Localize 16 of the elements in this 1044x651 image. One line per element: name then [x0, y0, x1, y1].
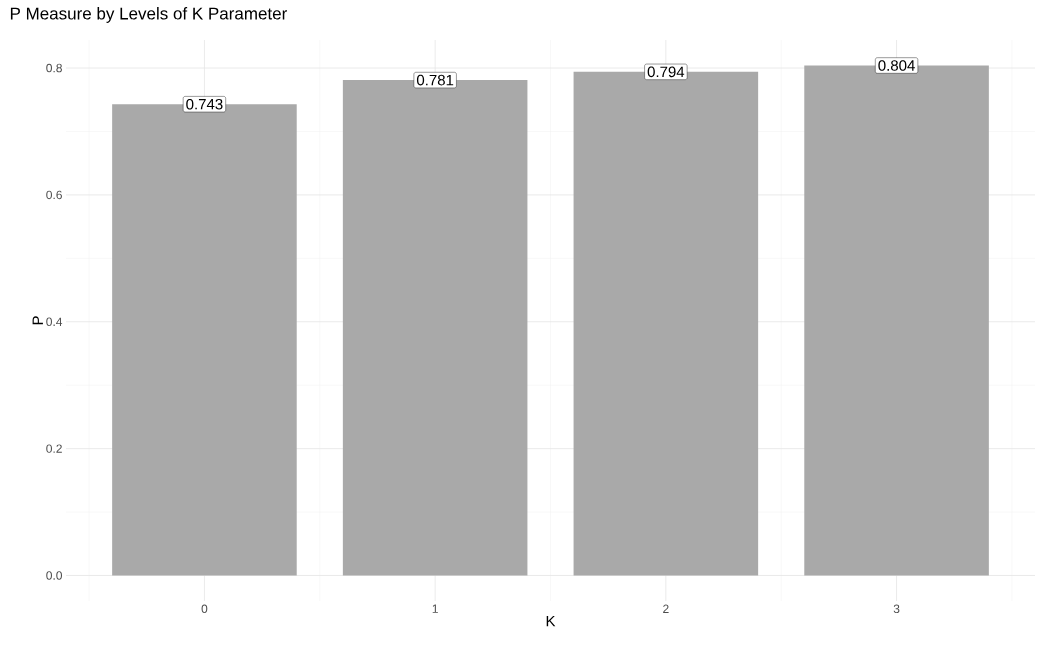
y-tick-label: 0.6 [46, 190, 62, 200]
data-label: 0.781 [416, 74, 454, 86]
chart-title: P Measure by Levels of K Parameter [10, 7, 287, 23]
x-tick-label: 3 [893, 604, 900, 614]
y-tick-label: 0.4 [46, 317, 63, 327]
x-tick-label: 2 [663, 604, 669, 613]
data-label: 0.743 [186, 98, 223, 110]
data-label: 0.804 [878, 60, 915, 71]
y-tick-label: 0.0 [46, 571, 63, 580]
x-tick-label: 0 [201, 604, 208, 614]
x-tick-label: 1 [432, 604, 438, 613]
y-axis-title: P [32, 316, 43, 325]
y-tick-label: 0.2 [46, 444, 62, 453]
y-tick-label: 0.8 [46, 63, 62, 73]
x-axis-title: K [546, 615, 556, 627]
data-label: 0.794 [647, 66, 685, 78]
